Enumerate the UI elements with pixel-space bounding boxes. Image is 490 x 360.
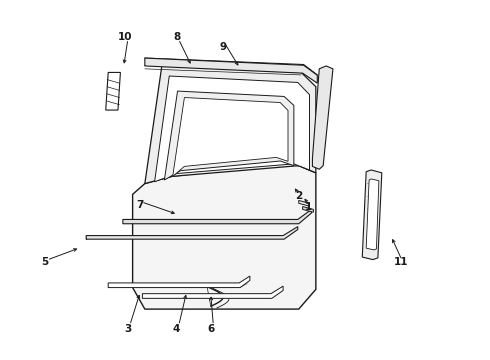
Polygon shape (155, 76, 310, 182)
Polygon shape (172, 98, 288, 176)
Text: 8: 8 (173, 32, 180, 41)
Text: 9: 9 (220, 42, 226, 52)
Polygon shape (303, 207, 314, 212)
Polygon shape (164, 91, 294, 180)
Polygon shape (362, 170, 382, 260)
Polygon shape (145, 65, 316, 184)
Polygon shape (143, 286, 283, 298)
Text: 1: 1 (305, 202, 312, 212)
Polygon shape (108, 276, 250, 288)
Text: 10: 10 (118, 32, 132, 41)
Text: 4: 4 (173, 324, 180, 334)
Polygon shape (133, 164, 316, 309)
Text: 7: 7 (136, 200, 144, 210)
Polygon shape (145, 58, 318, 83)
Text: 2: 2 (295, 191, 302, 201)
Text: 6: 6 (207, 324, 215, 334)
Polygon shape (313, 66, 333, 169)
Polygon shape (106, 72, 121, 110)
Text: 11: 11 (394, 257, 409, 267)
Polygon shape (123, 210, 312, 224)
Polygon shape (299, 201, 310, 206)
Text: 3: 3 (124, 324, 131, 334)
Text: 5: 5 (41, 257, 49, 267)
Polygon shape (366, 179, 379, 250)
Polygon shape (86, 226, 298, 239)
